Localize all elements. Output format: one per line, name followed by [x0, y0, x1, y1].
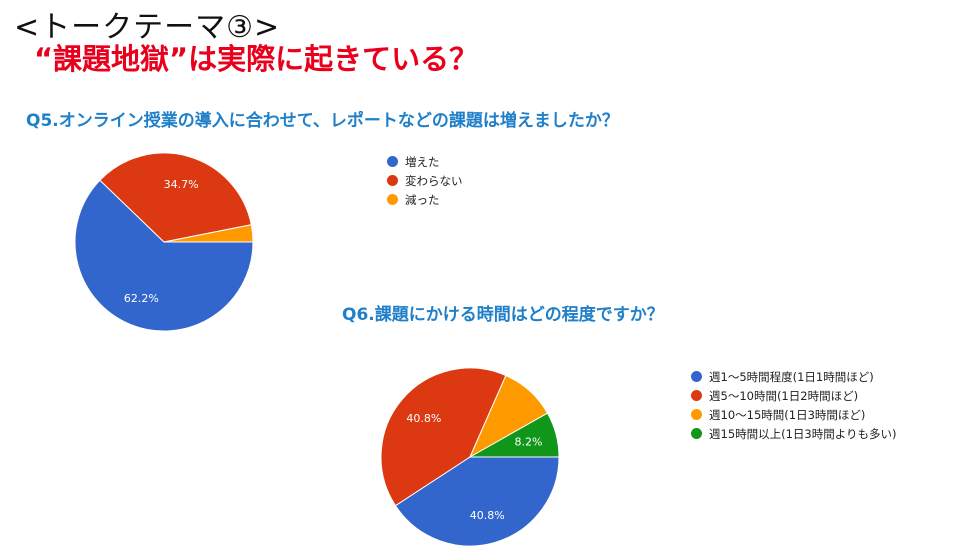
legend-swatch: [387, 156, 398, 167]
pie-data-label: 62.2%: [124, 292, 159, 305]
legend-swatch: [691, 428, 702, 439]
legend-label: 増えた: [405, 154, 440, 169]
pie-slice: [468, 412, 560, 458]
pie-chart-q6: 40.8% 40.8% 8.2%: [380, 367, 560, 547]
legend-item: 週1〜5時間程度(1日1時間ほど): [691, 367, 897, 386]
chart-title-q6: Q6.課題にかける時間はどの程度ですか？: [342, 305, 664, 325]
legend-item: 減った: [387, 190, 463, 209]
legend-swatch: [691, 409, 702, 420]
legend-q6: 週1〜5時間程度(1日1時間ほど) 週5〜10時間(1日2時間ほど) 週10〜15時…: [691, 367, 897, 443]
legend-label: 減った: [405, 192, 440, 207]
pie-data-label: 40.8%: [470, 509, 505, 522]
legend-item: 週10〜15時間(1日3時間ほど): [691, 405, 897, 424]
pie-data-label: 34.7%: [164, 178, 199, 191]
page-title: <トークテーマ③>: [14, 10, 281, 45]
legend-q5: 増えた変わらない減った: [387, 152, 463, 209]
legend-item: 変わらない: [387, 171, 463, 190]
legend-label: 週1〜5時間程度(1日1時間ほど): [709, 369, 874, 384]
legend-label: 週10〜15時間(1日3時間ほど): [709, 407, 866, 422]
pie-slice: [163, 224, 254, 243]
legend-item: 週5〜10時間(1日2時間ほど): [691, 386, 897, 405]
legend-label: 変わらない: [405, 173, 463, 188]
pie-data-label: 8.2%: [515, 436, 543, 449]
legend-label: 週15時間以上(1日3時間よりも多い): [709, 426, 897, 441]
pie-slice: [99, 152, 252, 243]
legend-swatch: [387, 194, 398, 205]
pie-slice: [380, 367, 507, 507]
chart-title-q5: Q5.オンライン授業の導入に合わせて、レポートなどの課題は増えましたか？: [26, 111, 619, 131]
pie-data-label: 40.8%: [406, 412, 441, 425]
legend-swatch: [691, 371, 702, 382]
legend-label: 週5〜10時間(1日2時間ほど): [709, 388, 859, 403]
legend-item: 週15時間以上(1日3時間よりも多い): [691, 424, 897, 443]
legend-item: 増えた: [387, 152, 463, 171]
pie-chart-q5: 62.2% 34.7%: [74, 152, 254, 332]
legend-swatch: [691, 390, 702, 401]
pie-slice: [74, 179, 254, 332]
page-subtitle: “課題地獄”は実際に起きている？: [34, 42, 479, 76]
legend-swatch: [387, 175, 398, 186]
